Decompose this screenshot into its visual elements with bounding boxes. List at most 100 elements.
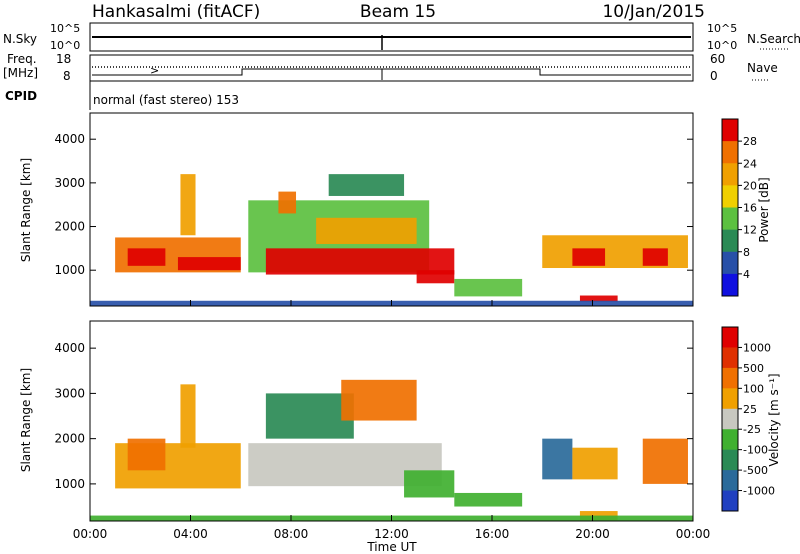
velocity-y-axis: 1000 2000 3000 4000 <box>54 341 693 491</box>
cpid-text: normal (fast stereo) 153 <box>93 93 239 107</box>
nsearch-tick-bottom: 10^0 <box>707 39 737 52</box>
nave-tick-top: 60 <box>710 52 725 66</box>
power-colorbar: 28 24 20 16 12 8 4 <box>721 118 757 297</box>
velocity-colorbar-frame <box>721 326 739 512</box>
x-axis-label: Time UT <box>366 540 417 554</box>
velocity-colorbar-tick-label: 100 <box>743 382 764 395</box>
velocity-colorbar-swatch <box>722 470 738 492</box>
power-data-region <box>278 191 297 214</box>
freq-label-2: [MHz] <box>3 66 38 80</box>
power-colorbar-swatch <box>722 207 738 231</box>
station-title: Hankasalmi (fitACF) <box>92 2 260 22</box>
x-tick-label: 04:00 <box>173 527 208 541</box>
velocity-data-region <box>454 492 523 507</box>
velocity-colorbar-swatch <box>722 388 738 410</box>
power-y-label: Slant Range [km] <box>19 158 33 262</box>
power-colorbar-label: Power [dB] <box>757 177 771 242</box>
power-colorbar-tick-label: 16 <box>743 202 757 215</box>
velocity-colorbar-label: Velocity [m s⁻¹] <box>767 373 781 466</box>
nave-label: Nave <box>747 61 778 75</box>
freq-trace <box>92 68 691 80</box>
power-y-tick-label: 2000 <box>54 220 85 234</box>
cpid-label: CPID <box>5 89 37 103</box>
velocity-data-region <box>127 438 166 471</box>
power-data-region <box>180 174 196 236</box>
velocity-colorbar-swatch <box>722 367 738 389</box>
power-colorbar-swatch <box>722 273 738 297</box>
velocity-data-region <box>265 393 354 439</box>
velocity-colorbar-tick-label: 25 <box>743 403 757 416</box>
velocity-colorbar-tick-label: -25 <box>743 423 761 436</box>
velocity-colorbar-tick-label: 1000 <box>743 341 771 354</box>
velocity-y-label: Slant Range [km] <box>19 368 33 472</box>
power-data-region <box>328 174 405 196</box>
power-colorbar-swatch <box>722 141 738 164</box>
power-y-tick-label: 3000 <box>54 176 85 190</box>
x-tick-label: 16:00 <box>475 527 510 541</box>
power-data-region <box>454 278 523 297</box>
velocity-colorbar-tick-label: 500 <box>743 362 764 375</box>
velocity-colorbar-swatch <box>722 449 738 471</box>
velocity-data-region <box>341 379 417 421</box>
velocity-colorbar-swatch <box>722 429 738 451</box>
velocity-colorbar-swatch <box>722 490 738 512</box>
power-data-region <box>127 248 166 266</box>
power-data-region <box>642 248 668 266</box>
beam-title: Beam 15 <box>360 2 436 22</box>
velocity-data-region <box>542 438 573 480</box>
freq-tick-top: 18 <box>56 52 71 66</box>
x-tick-label: 00:00 <box>73 527 108 541</box>
nsky-label: N.Sky <box>3 32 37 46</box>
velocity-colorbar-tick-label: -100 <box>743 444 768 457</box>
power-y-axis: 1000 2000 3000 4000 <box>54 132 693 277</box>
velocity-data-region <box>404 470 455 498</box>
date-title: 10/Jan/2015 <box>602 2 705 22</box>
power-y-tick-label: 4000 <box>54 132 85 146</box>
velocity-y-tick-label: 3000 <box>54 386 85 400</box>
velocity-colorbar-tick-label: -1000 <box>743 485 775 498</box>
freq-panel <box>89 54 694 82</box>
power-data-region <box>416 270 455 284</box>
velocity-colorbar-swatch <box>722 408 738 430</box>
velocity-colorbar-swatch <box>722 327 738 348</box>
power-data-region <box>316 217 417 244</box>
power-colorbar-swatch <box>722 251 738 275</box>
freq-arrow-glyph: > <box>150 64 159 77</box>
power-colorbar-swatch <box>722 163 738 186</box>
power-data-region <box>177 257 241 271</box>
power-heatmap <box>90 174 693 306</box>
power-colorbar-tick-label: 8 <box>743 246 750 259</box>
power-colorbar-swatch <box>722 119 738 142</box>
time-x-axis: 00:00 04:00 08:00 12:00 16:00 20:00 00:00 <box>73 300 711 541</box>
power-colorbar-swatch <box>722 185 738 208</box>
power-colorbar-tick-label: 12 <box>743 224 757 237</box>
power-colorbar-tick-label: 24 <box>743 157 757 170</box>
nsky-tick-bottom: 10^0 <box>50 39 80 52</box>
power-colorbar-tick-label: 20 <box>743 179 757 192</box>
x-tick-label: 00:00 <box>676 527 711 541</box>
power-colorbar-tick-label: 28 <box>743 135 757 148</box>
velocity-y-tick-label: 4000 <box>54 341 85 355</box>
velocity-data-region <box>572 447 618 480</box>
velocity-data-region <box>642 438 688 484</box>
power-data-region <box>572 248 606 266</box>
freq-tick-bottom: 8 <box>63 69 71 83</box>
power-data-region <box>579 295 618 302</box>
velocity-colorbar-swatch <box>722 347 738 369</box>
power-colorbar-swatch <box>722 229 738 253</box>
x-tick-label: 08:00 <box>274 527 309 541</box>
x-tick-label: 20:00 <box>575 527 610 541</box>
nsearch-label: N.Search <box>747 32 800 46</box>
power-data-region <box>265 248 455 275</box>
velocity-colorbar-tick-label: -500 <box>743 464 768 477</box>
velocity-y-tick-label: 1000 <box>54 477 85 491</box>
x-tick-label: 12:00 <box>374 527 409 541</box>
nsearch-tick-top: 10^5 <box>707 22 737 35</box>
nave-tick-bottom: 0 <box>710 69 718 83</box>
velocity-heatmap <box>90 379 693 521</box>
nsky-panel <box>89 22 694 52</box>
power-y-tick-label: 1000 <box>54 263 85 277</box>
freq-label-1: Freq. <box>7 52 37 66</box>
velocity-y-tick-label: 2000 <box>54 432 85 446</box>
